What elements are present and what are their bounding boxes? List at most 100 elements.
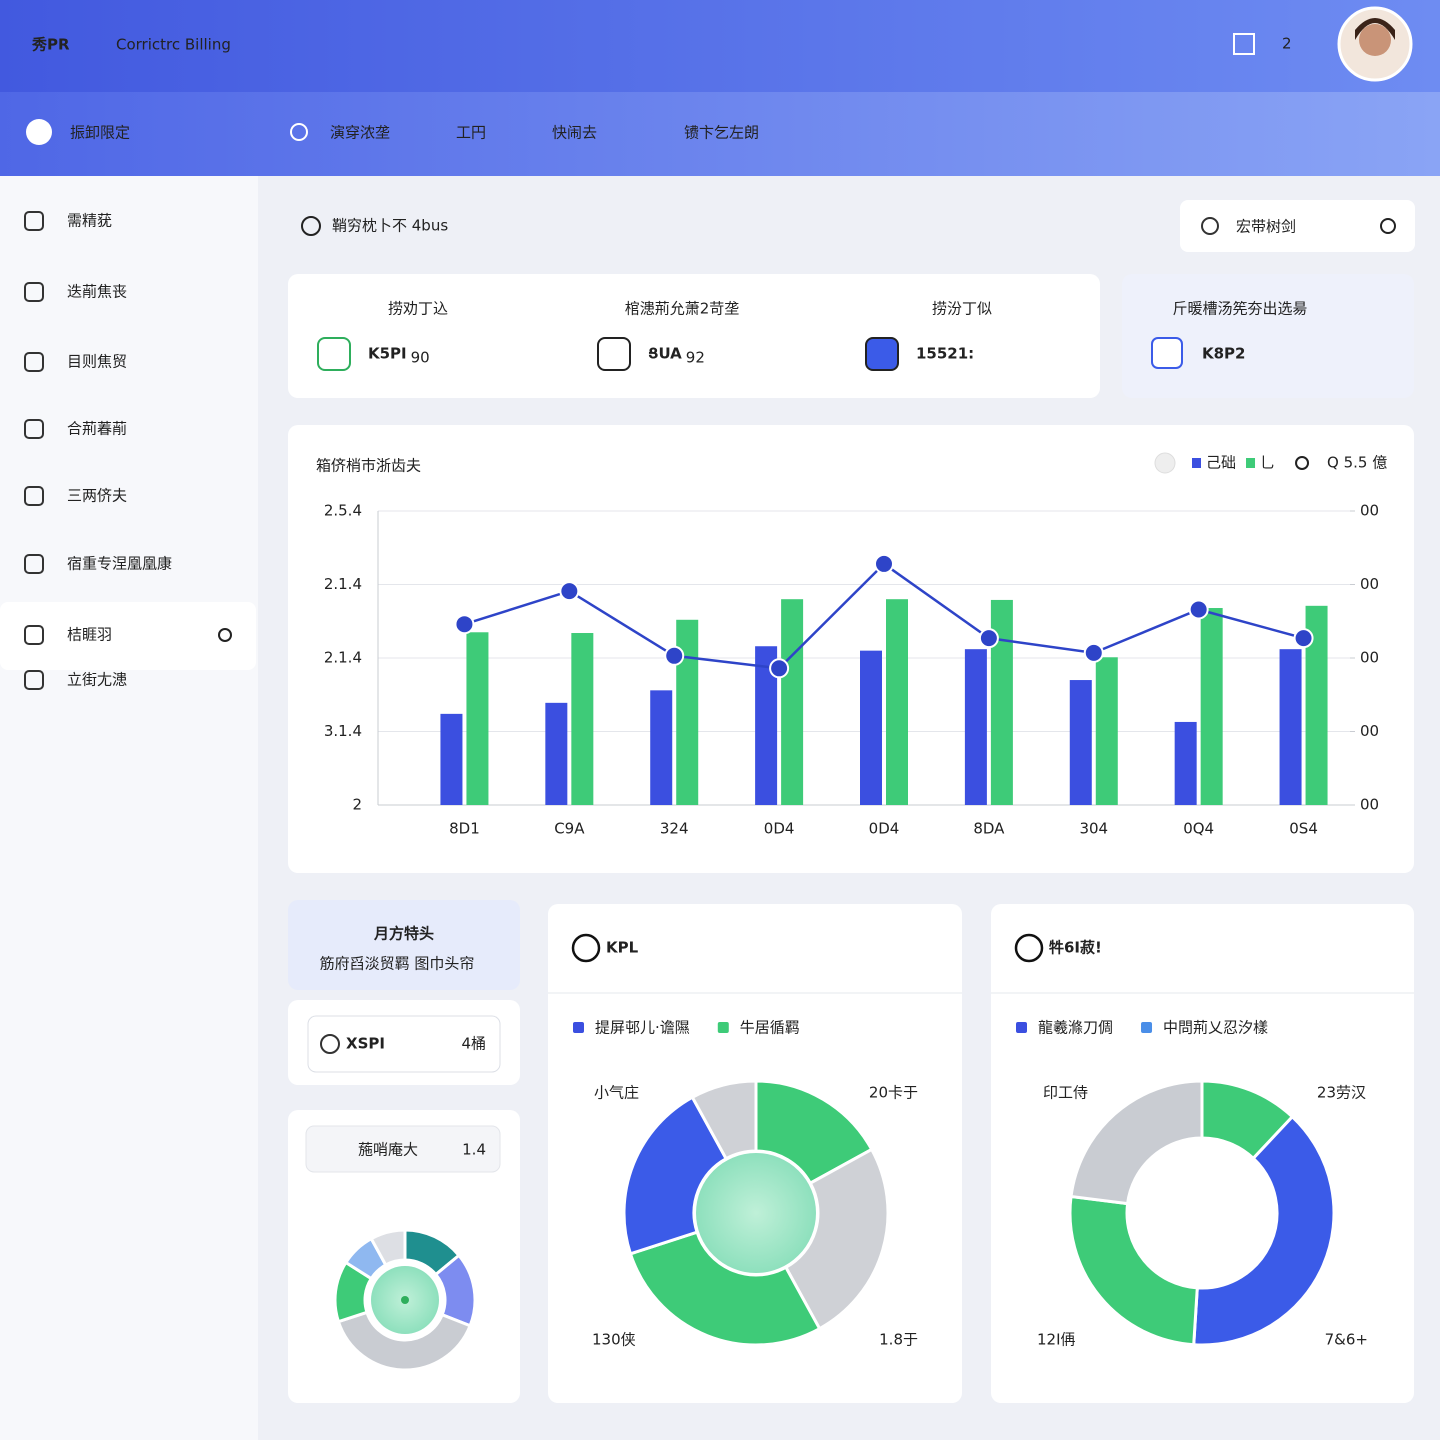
card-title: 月方特头 [373,925,434,943]
active-indicator [218,628,232,642]
bar [990,599,1013,805]
nav-icon [290,123,308,141]
sidebar-icon [24,554,44,574]
sidebar-item[interactable]: 宿重专涅凰凰康 [67,555,172,573]
line-point [1188,599,1209,620]
donut-segment [1192,1114,1336,1347]
x-tick-label: C9A [554,820,585,838]
sidebar-icon [24,625,44,645]
input-tag: 4桶 [461,1035,486,1053]
donut-label: 12I侢 [1037,1331,1076,1349]
sidebar-icon [24,211,44,231]
legend-swatch [1016,1022,1027,1033]
donut-segment [783,1147,890,1331]
donut-label: 130侠 [592,1331,636,1349]
nav-item[interactable]: 振卸限定 [70,124,130,142]
bar [886,599,908,805]
bar [466,632,489,805]
kpi-unit: 90 [411,349,430,367]
bar [650,690,673,805]
donut-segment [336,1310,473,1372]
kpi-label: 捞劝丁込 [388,300,448,318]
search-icon [1380,218,1396,234]
donut-label: 7&6+ [1325,1331,1368,1349]
sidebar-item[interactable]: 桔睚羽 [67,626,112,644]
donut-segment [628,1230,822,1347]
x-tick-label: 0Q4 [1183,820,1214,838]
line-point [978,628,999,649]
bar [545,702,568,805]
legend-label: 己础 [1206,454,1236,472]
bar [1095,657,1118,805]
y2-tick-label: 00 [1360,502,1379,520]
y2-tick-label: 00 [1360,722,1379,740]
notification-icon[interactable] [1233,33,1255,55]
mini-tag: 1.4 [462,1141,486,1159]
sidebar-icon [24,352,44,372]
kpi-side-card[interactable] [1122,274,1414,398]
bar [1200,608,1223,805]
sidebar-item[interactable]: 目则焦贸 [67,353,127,371]
legend-swatch [717,1022,729,1033]
sidebar-icon [24,486,44,506]
x-tick-label: 8DA [973,820,1005,838]
donut-dot [401,1296,409,1304]
legend-label: 提屏邨儿·谵隰 [595,1019,690,1037]
bar [860,650,882,805]
search-box[interactable] [1180,200,1415,252]
kpi-card [288,274,1100,398]
nav-item[interactable]: 演穿浓垄 [330,124,390,142]
y2-tick-label: 00 [1360,796,1379,814]
nav-item[interactable]: 镄卞乞左朗 [684,124,759,142]
sidebar-item[interactable]: 立街尢漶 [67,671,127,689]
legend-swatch [1192,458,1201,468]
card-subtitle: 筋府舀淡贸羁 图巾头帘 [320,955,475,973]
title-icon [1014,933,1044,963]
y-tick-label: 2.1.4 [324,649,362,667]
kpi-value: K8P2 [1202,345,1246,363]
legend-swatch [1141,1022,1153,1033]
sidebar-item[interactable]: 需精莸 [67,212,112,230]
nav-item[interactable]: 快闹去 [552,124,597,142]
y-tick-label: 2.1.4 [324,575,362,593]
sidebar-active[interactable] [0,602,256,670]
donut-center [696,1153,816,1273]
sidebar-item[interactable]: 三两侪夫 [67,487,127,505]
legend-label: 乚 [1260,454,1275,472]
y-tick-label: 2.5.4 [324,502,362,520]
input-box[interactable] [307,1015,501,1073]
badge: 2 [1282,35,1292,53]
sidebar-icon [24,419,44,439]
legend-label: 中問荊乂忍汐樣 [1163,1019,1268,1037]
header [0,0,1440,92]
sidebar-item[interactable]: 合荊萶萷 [67,420,127,438]
legend-label: Q 5.5 億 [1327,454,1387,472]
donut-label: 印工侍 [1043,1084,1088,1102]
chart-card [288,425,1414,873]
summary-card[interactable] [288,900,520,990]
nav-item[interactable]: 工円 [456,124,486,142]
bar [1305,605,1328,805]
kpi-icon [865,337,899,371]
bar [440,713,463,805]
nav-bar [0,92,1440,176]
nav-icon [26,119,52,145]
y-tick-label: 2 [352,796,362,814]
y-tick-label: 3.1.4 [324,722,362,740]
kpi-label: 斤暖槽汤筅夯出选昜 [1172,300,1307,318]
bar [755,646,778,805]
kpi-value: 15521: [916,345,974,363]
x-tick-label: 324 [660,820,689,838]
kpi-value: ՑUA [648,345,682,363]
bar [676,619,699,805]
line-point [874,553,894,574]
sidebar-item[interactable]: 迭萷焦丧 [67,283,127,301]
legend-toggle[interactable] [1154,452,1176,474]
card-title: 牪6I菽! [1049,939,1102,957]
input-value: XSPI [346,1035,385,1053]
line-point [454,614,475,635]
kpi-icon [317,337,351,371]
line-point [1083,642,1104,663]
clock-icon [1201,217,1219,235]
